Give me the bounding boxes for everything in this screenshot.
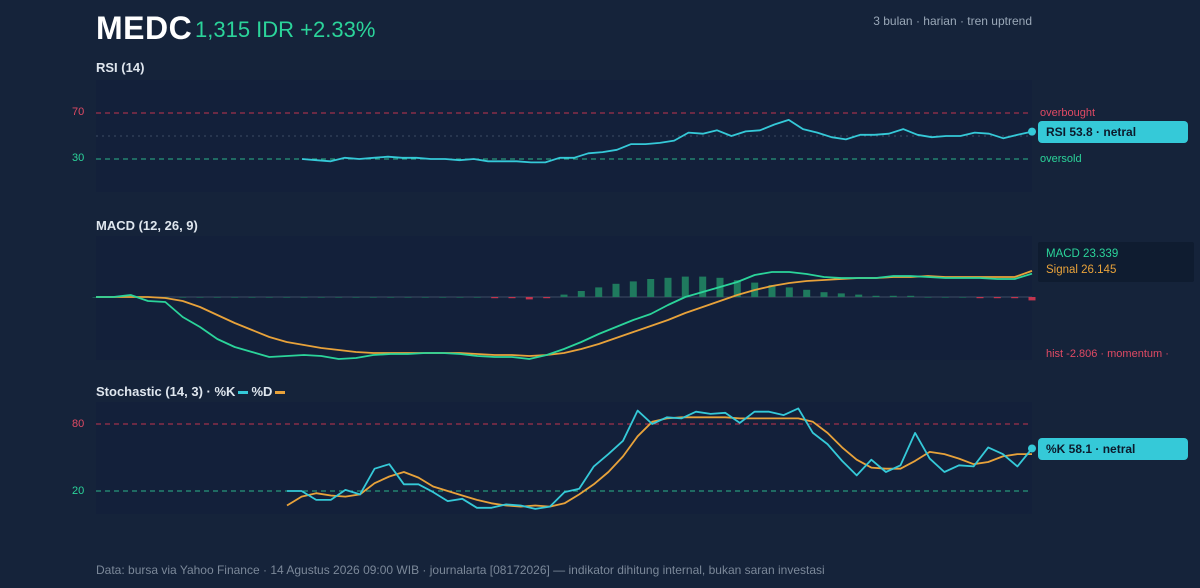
macd-hist-bar [213,297,221,298]
macd-hist-bar [785,287,793,297]
rsi-title: RSI (14) [96,60,145,75]
macd-legend-box: MACD 23.339 Signal 26.145 [1038,242,1194,282]
macd-hist-bar [941,297,949,298]
macd-hist-bar [595,287,603,297]
macd-hist-bar [647,279,655,297]
macd-hist-bar [456,297,464,298]
macd-title: MACD (12, 26, 9) [96,218,198,233]
macd-hist-bar [837,293,845,297]
oversold-label: oversold [1040,153,1082,165]
macd-hist-bar [404,297,412,298]
rsi-endpoint [1028,127,1036,136]
macd-hist-bar [335,297,343,298]
stoch-panel [96,402,1032,514]
macd-line [96,271,1033,360]
macd-hist-bar [352,297,360,298]
macd-hist-bar [560,294,568,297]
rsi-tick-70: 70 [72,106,85,118]
macd-hist-bar [300,297,308,298]
macd-hist-bar [976,297,984,299]
rsi-chart [96,112,1036,164]
macd-hist-bar [387,297,395,298]
macd-hist-bar [612,283,620,297]
stoch-d-line [286,416,1032,508]
macd-hist-bar [1028,297,1036,301]
macd-hist-bar [664,277,672,297]
macd-hist-bar [959,297,967,298]
macd-hist-bar [231,297,239,298]
stoch-badge: %K 58.1 · netral [1038,438,1188,460]
macd-hist-bar [369,297,377,298]
rsi-badge: RSI 53.8 · netral [1038,121,1188,143]
macd-hist-bar [265,297,273,298]
macd-hist-bar [699,276,707,297]
stoch-title: Stochastic (14, 3) · %K %D [96,384,288,399]
stoch-chart [96,407,1036,510]
macd-hist-bar [577,291,585,297]
macd-hist-bar [421,297,429,298]
macd-hist-bar [179,297,187,298]
stoch-tick-20: 20 [72,485,85,497]
macd-hist-bar [439,297,447,298]
macd-hist-bar [889,295,897,297]
macd-hist-bar [924,297,932,298]
macd-hist-bar [196,297,204,298]
price-change: 1,315 IDR +2.33% [195,17,376,42]
stoch-k-line [287,407,1033,510]
signal-value-label: Signal 26.145 [1046,264,1117,276]
macd-value-label: MACD 23.339 [1046,248,1119,260]
macd-hist-bar [317,297,325,298]
macd-hist-bar [872,295,880,297]
macd-hist-bar [629,281,637,297]
rsi-tick-30: 30 [72,152,85,164]
macd-hist-bar [473,297,481,298]
macd-hist-bar [525,297,533,300]
macd-hist-bar [993,297,1001,299]
macd-hist-bar [491,297,499,299]
macd-panel [96,236,1032,360]
macd-hist-bar [820,292,828,297]
macd-hist-bar [1011,297,1019,299]
macd-hist-bar [855,294,863,297]
stoch-title-text: Stochastic (14, 3) · %K [96,384,236,399]
overbought-label: overbought [1040,107,1096,119]
stoch-tick-80: 80 [72,418,85,430]
d-legend-label: %D [251,384,273,399]
hist-label: hist -2.806 · momentum · [1046,348,1169,360]
macd-hist-bar [508,297,516,299]
rsi-line [301,119,1033,164]
macd-hist-bar [768,285,776,297]
stoch-endpoint [1028,444,1036,453]
macd-hist-bar [803,289,811,297]
macd-chart [92,270,1036,360]
macd-hist-bar [681,276,689,297]
d-legend-swatch [275,391,286,395]
k-legend-swatch [238,391,249,395]
ticker-symbol: MEDC [96,10,193,46]
macd-hist-bar [248,297,256,298]
footer-source: Data: bursa via Yahoo Finance · 14 Agust… [96,563,825,577]
macd-hist-bar [543,297,551,299]
chart-meta: 3 bulan · harian · tren uptrend [873,14,1032,28]
macd-hist-bar [907,295,915,297]
signal-line [96,270,1033,357]
macd-hist-bar [283,297,291,298]
macd-hist-bar [733,280,741,297]
